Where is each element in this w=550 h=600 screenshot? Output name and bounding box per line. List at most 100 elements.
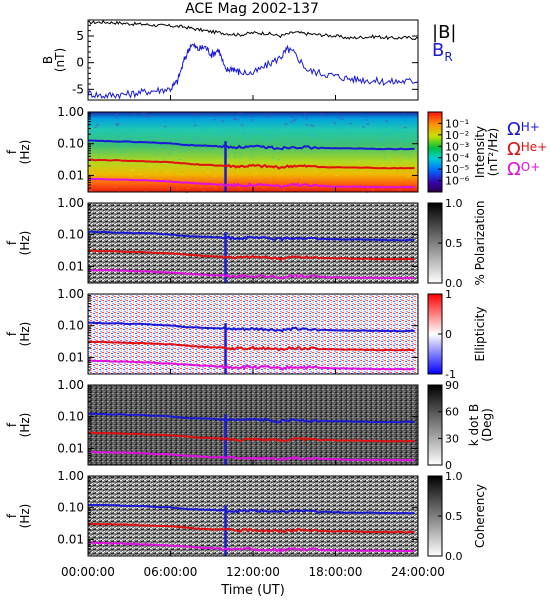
intensity-speckle — [311, 125, 315, 127]
intensity-speckle — [129, 175, 133, 177]
intensity-speckle — [252, 130, 256, 132]
intensity-speckle — [320, 167, 324, 169]
intensity-speckle — [395, 130, 399, 132]
intensity-speckle — [407, 183, 411, 185]
intensity-speckle — [176, 188, 179, 190]
intensity-speckle — [306, 151, 310, 154]
intensity-speckle — [303, 143, 307, 145]
intensity-speckle — [221, 120, 225, 122]
intensity-speckle — [176, 140, 180, 142]
intensity-speckle — [361, 190, 365, 192]
intensity-speckle — [293, 131, 297, 133]
intensity-speckle — [391, 161, 395, 163]
intensity-speckle — [164, 135, 167, 137]
intensity-speckle — [320, 113, 324, 115]
intensity-speckle — [171, 149, 175, 152]
kdotb-colorbar — [427, 384, 443, 466]
intensity-speckle — [309, 124, 313, 126]
ellipticity-ylabel-unit: (Hz) — [18, 322, 32, 347]
intensity-speckle — [177, 173, 181, 175]
intensity-speckle — [116, 125, 120, 127]
intensity-speckle — [366, 123, 370, 125]
intensity-speckle — [128, 143, 132, 145]
intensity-speckle — [348, 122, 352, 125]
intensity-spectrogram — [88, 112, 418, 192]
intensity-speckle — [237, 171, 240, 173]
intensity-speckle — [163, 126, 167, 128]
intensity-colorbar — [427, 111, 443, 193]
kdotb-colorbar-tick-label: 60 — [445, 406, 459, 419]
intensity-colorbar-label: Intensity (nT²/Hz) — [473, 126, 500, 178]
intensity-speckle — [403, 127, 407, 129]
coherency-colorbar-tick-label: 0.5 — [445, 510, 463, 523]
kdotb-gyro-oplus-line — [87, 450, 415, 462]
intensity-speckle — [197, 114, 201, 116]
intensity-speckle — [405, 181, 409, 184]
intensity-speckle — [234, 152, 238, 154]
intensity-colorbar-tick-label: 10⁻⁶ — [445, 175, 470, 188]
intensity-speckle — [254, 172, 258, 174]
intensity-speckle — [194, 140, 198, 142]
kdotb-ylabel: f (Hz) — [5, 413, 32, 438]
intensity-speckle — [252, 168, 256, 170]
figure-title: ACE Mag 2002-137 — [185, 1, 319, 17]
polarization-colorbar-label-text: % Polarization — [473, 201, 487, 286]
intensity-colorbar-tick-label: 10⁻¹ — [445, 117, 469, 130]
kdotb-colorbar-tick-label: 0 — [445, 459, 452, 472]
kdotb-ytick-label: 0.10 — [57, 410, 84, 424]
intensity-speckle — [233, 118, 237, 120]
intensity-colorbar-label-unit: (nT²/Hz) — [486, 128, 500, 176]
br-series-line — [87, 42, 419, 100]
intensity-speckle — [338, 128, 342, 130]
intensity-colorbar-label-main: Intensity — [473, 126, 487, 178]
field-ytick-label: 5 — [76, 29, 84, 43]
intensity-speckle — [289, 142, 293, 144]
coherency-panel: 1.00 0.10 0.01 f (Hz) 1.0 0.5 0.0 Coherency — [5, 469, 487, 563]
intensity-speckle — [175, 130, 179, 133]
xtick-label: 18:00:00 — [309, 565, 363, 579]
intensity-speckle — [204, 140, 208, 142]
intensity-speckle — [340, 118, 344, 120]
intensity-speckle — [293, 118, 297, 121]
ellipticity-colorbar-label: Ellipticity — [473, 307, 487, 362]
kdotb-ytick-label: 0.01 — [57, 441, 84, 455]
intensity-speckle — [117, 136, 121, 138]
polarization-gyro-heplus-line — [87, 249, 415, 261]
polarization-colorbar-tick-label: 1.0 — [445, 197, 463, 210]
intensity-panel: 1.00 0.10 0.01 f (Hz) 10⁻¹10⁻²10⁻³10⁻⁴10⁻⁵10⁻… — [5, 105, 547, 194]
intensity-speckle — [166, 182, 170, 184]
intensity-speckle — [179, 140, 183, 142]
intensity-speckle — [138, 173, 142, 175]
kdotb-colorbar-label-unit: (Deg) — [480, 408, 494, 442]
xaxis-label: Time (UT) — [220, 583, 285, 598]
intensity-speckle — [236, 181, 240, 183]
intensity-speckle — [167, 169, 171, 171]
xtick-label: 24:00:00 — [391, 565, 445, 579]
intensity-speckle — [94, 126, 97, 128]
intensity-ytick-label: 0.10 — [57, 137, 84, 151]
intensity-speckle — [97, 151, 101, 153]
intensity-speckle — [128, 138, 132, 140]
intensity-speckle — [193, 124, 197, 126]
intensity-speckle — [188, 184, 192, 186]
intensity-speckle — [272, 177, 276, 179]
omega-label-0: ΩH+ — [507, 119, 540, 140]
intensity-speckle — [118, 151, 122, 153]
field-ytick-label: 0 — [76, 56, 84, 70]
intensity-speckle — [296, 141, 300, 143]
intensity-speckle — [214, 187, 218, 189]
intensity-speckle — [379, 169, 383, 171]
intensity-speckle — [380, 187, 384, 189]
intensity-speckle — [201, 130, 205, 132]
ellipticity-colorbar-tick-label: 0 — [445, 328, 452, 341]
intensity-speckle — [113, 182, 117, 184]
intensity-speckle — [123, 151, 127, 153]
intensity-speckle — [259, 131, 263, 133]
intensity-ylabel-unit: (Hz) — [18, 140, 32, 165]
intensity-speckle — [148, 164, 152, 166]
intensity-speckle — [297, 143, 301, 145]
intensity-speckle — [403, 138, 407, 140]
kdotb-ylabel-unit: (Hz) — [18, 413, 32, 438]
intensity-speckle — [305, 118, 308, 120]
